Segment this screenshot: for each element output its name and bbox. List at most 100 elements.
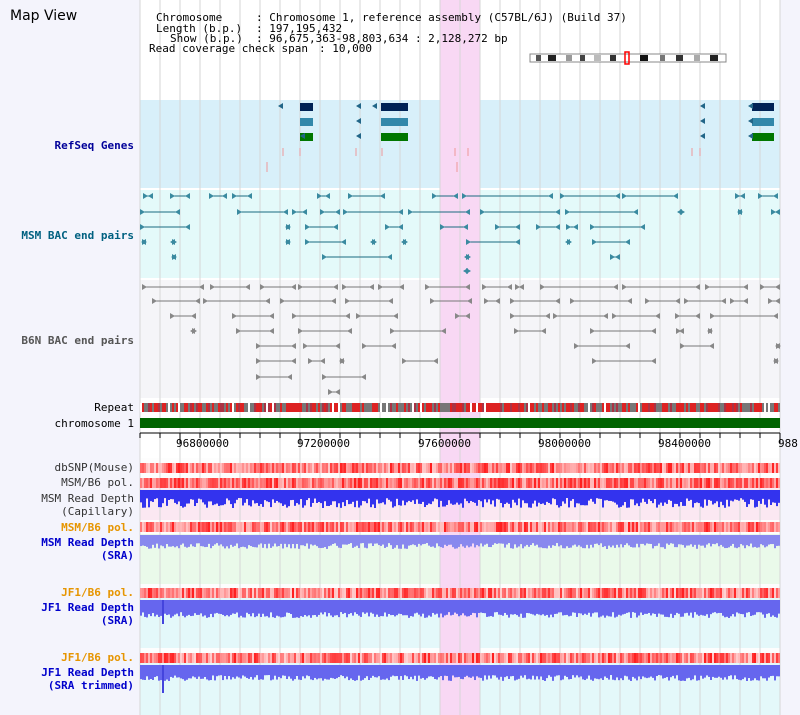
jf1-b6-pol2-heat-cell xyxy=(556,653,558,663)
msm-depth-bar xyxy=(724,490,726,508)
msm-b6-pol-heat-cell xyxy=(598,478,600,488)
jf1-trim-depth-bar xyxy=(328,665,330,680)
msm-b6-pol-heat-cell xyxy=(528,478,530,488)
dbsnp-heat-cell xyxy=(682,463,684,473)
msm-depth-bar xyxy=(580,490,582,506)
dbsnp-heat-cell xyxy=(144,463,146,473)
repeat-element xyxy=(282,403,284,412)
repeat-element xyxy=(194,403,196,412)
jf1-b6-pol2-heat-cell xyxy=(446,653,448,663)
repeat-element xyxy=(368,403,370,412)
msm-depth-bar xyxy=(234,490,236,504)
msm-depth-bar xyxy=(674,490,676,504)
jf1-trim-depth-bar xyxy=(228,665,230,677)
jf1-trim-depth-bar xyxy=(218,665,220,676)
msm-bac-end xyxy=(222,193,227,199)
msm-b6-pol-heat-cell xyxy=(744,478,746,488)
jf1-sra-depth-bar xyxy=(690,600,692,613)
dbsnp-heat-cell xyxy=(522,463,524,473)
jf1-sra-depth-bar xyxy=(540,600,542,616)
jf1-b6-pol-heat-cell xyxy=(582,588,584,598)
msm-b6-pol2-heat-cell xyxy=(758,522,760,532)
msm-depth-bar xyxy=(566,490,568,499)
jf1-b6-pol-heat-cell xyxy=(406,588,408,598)
msm-depth-bar xyxy=(228,490,230,501)
jf1-b6-pol-heat-cell xyxy=(534,588,536,598)
msm-b6-pol2-heat-cell xyxy=(314,522,316,532)
jf1-b6-pol-heat-cell xyxy=(386,588,388,598)
dbsnp-heat-cell xyxy=(388,463,390,473)
dbsnp-heat-cell xyxy=(652,463,654,473)
msm-bac-end xyxy=(773,193,778,199)
track-label-jf1-sra-1: JF1 Read Depth xyxy=(41,601,134,614)
msm-b6-pol2-heat-cell xyxy=(390,522,392,532)
jf1-sra-depth-bar xyxy=(440,600,442,614)
dbsnp-heat-cell xyxy=(498,463,500,473)
msm-b6-pol-heat-cell xyxy=(248,478,250,488)
msm-b6-pol-heat-cell xyxy=(472,478,474,488)
jf1-sra-depth-bar xyxy=(628,600,630,613)
jf1-b6-pol2-heat-cell xyxy=(602,653,604,663)
repeat-element xyxy=(502,403,504,412)
jf1-sra-depth-bar xyxy=(222,600,224,615)
dbsnp-heat-cell xyxy=(390,463,392,473)
msm-depth-bar xyxy=(410,490,412,502)
ideogram-band xyxy=(660,55,665,61)
msm-b6-pol2-heat-cell xyxy=(170,522,172,532)
jf1-sra-depth-bar xyxy=(144,600,146,617)
jf1-trim-depth-bar xyxy=(308,665,310,677)
b6n-bac-end xyxy=(495,298,500,304)
repeat-element xyxy=(576,403,578,412)
jf1-b6-pol-heat-cell xyxy=(498,588,500,598)
msm-bac-end xyxy=(622,193,627,199)
msm-b6-pol2-heat-cell xyxy=(600,522,602,532)
jf1-sra-depth-bar xyxy=(368,600,370,617)
jf1-sra-depth-bar xyxy=(170,600,172,618)
jf1-sra-depth-bar xyxy=(752,600,754,616)
jf1-sra-depth-bar xyxy=(328,600,330,614)
repeat-element xyxy=(750,403,752,412)
repeat-element xyxy=(158,403,160,412)
repeat-element xyxy=(382,403,384,412)
dbsnp-heat-cell xyxy=(674,463,676,473)
msm-b6-pol2-heat-cell xyxy=(690,522,692,532)
msm-b6-pol2-heat-cell xyxy=(688,522,690,532)
jf1-sra-depth-bar xyxy=(692,600,694,618)
jf1-sra-depth-bar xyxy=(398,600,400,614)
msm-depth-bar xyxy=(382,490,384,503)
msm-depth-bar xyxy=(254,490,256,504)
jf1-b6-pol2-heat-cell xyxy=(520,653,522,663)
jf1-b6-pol2-heat-cell xyxy=(490,653,492,663)
jf1-b6-pol-heat-cell xyxy=(312,588,314,598)
jf1-sra-depth-bar xyxy=(648,600,650,613)
jf1-b6-pol2-heat-cell xyxy=(156,653,158,663)
msm-depth-bar xyxy=(386,490,388,499)
msm-b6-pol2-heat-cell xyxy=(146,522,148,532)
track-label-jf1-b6-pol-2: JF1/B6 pol. xyxy=(61,651,134,664)
msm-b6-pol2-heat-cell xyxy=(554,522,556,532)
msm-sra-depth-bar xyxy=(386,535,388,547)
msm-b6-pol-heat-cell xyxy=(236,478,238,488)
dbsnp-heat-cell xyxy=(444,463,446,473)
jf1-sra-depth-bar xyxy=(716,600,718,614)
msm-b6-pol-heat-cell xyxy=(610,478,612,488)
jf1-sra-depth-bar xyxy=(468,600,470,617)
dbsnp-heat-cell xyxy=(290,463,292,473)
jf1-b6-pol2-heat-cell xyxy=(708,653,710,663)
jf1-sra-depth-bar xyxy=(284,600,286,617)
msm-sra-depth-bar xyxy=(776,535,778,546)
jf1-trim-depth-bar xyxy=(244,665,246,677)
jf1-b6-pol-heat-cell xyxy=(420,588,422,598)
dbsnp-heat-cell xyxy=(198,463,200,473)
jf1-b6-pol-heat-cell xyxy=(208,588,210,598)
msm-b6-pol-heat-cell xyxy=(394,478,396,488)
jf1-b6-pol-heat-cell xyxy=(164,588,166,598)
jf1-b6-pol2-heat-cell xyxy=(360,653,362,663)
msm-b6-pol2-heat-cell xyxy=(466,522,468,532)
dbsnp-heat-cell xyxy=(242,463,244,473)
msm-depth-bar xyxy=(286,490,288,508)
jf1-b6-pol2-heat-cell xyxy=(316,653,318,663)
repeat-element xyxy=(742,403,744,412)
msm-sra-depth-bar xyxy=(586,535,588,545)
